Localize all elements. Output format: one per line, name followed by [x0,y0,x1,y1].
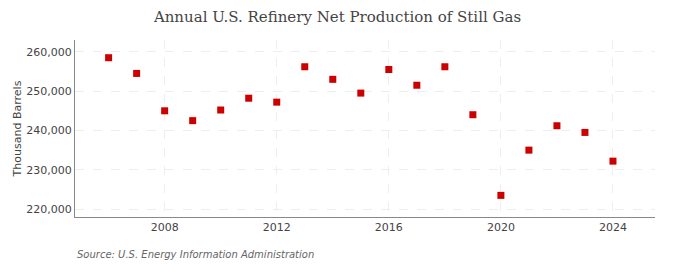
svg-text:250,000: 250,000 [26,85,72,98]
svg-text:230,000: 230,000 [26,164,72,177]
svg-text:2016: 2016 [375,221,403,234]
svg-text:2012: 2012 [263,221,291,234]
svg-text:Source: U.S. Energy Informatio: Source: U.S. Energy Information Administ… [77,249,314,260]
svg-text:220,000: 220,000 [26,203,72,216]
svg-text:2024: 2024 [599,221,627,234]
svg-text:260,000: 260,000 [26,46,72,59]
svg-text:2020: 2020 [487,221,515,234]
svg-text:Annual U.S. Refinery Net Produ: Annual U.S. Refinery Net Production of S… [153,8,521,26]
svg-text:Thousand Barrels: Thousand Barrels [11,80,24,177]
svg-text:2008: 2008 [151,221,179,234]
svg-text:240,000: 240,000 [26,124,72,137]
